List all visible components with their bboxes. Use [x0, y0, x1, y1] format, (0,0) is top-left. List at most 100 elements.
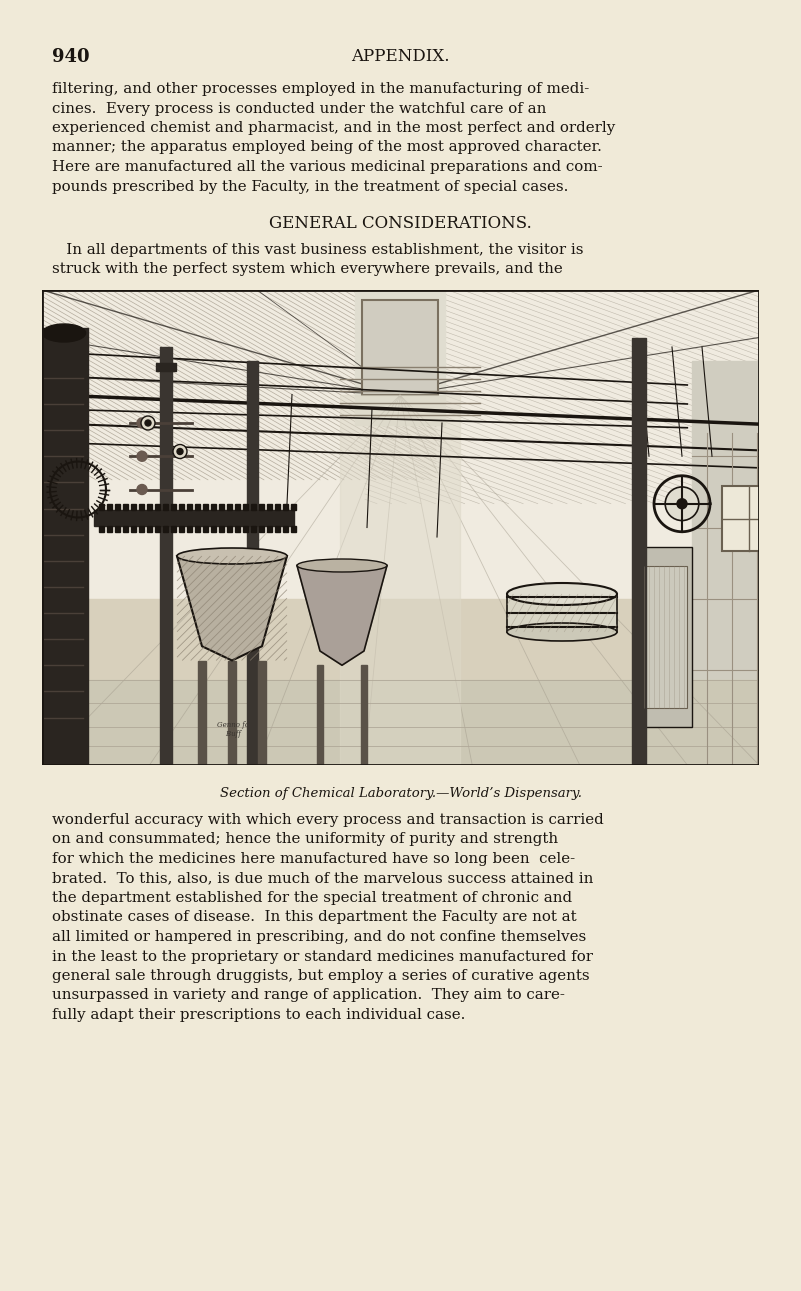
- Bar: [267, 503, 272, 510]
- Text: Section of Chemical Laboratory.—World’s Dispensary.: Section of Chemical Laboratory.—World’s …: [219, 788, 582, 800]
- Text: Genno fo
    Buff: Genno fo Buff: [217, 722, 249, 738]
- Bar: [163, 503, 168, 510]
- Bar: [291, 503, 296, 510]
- Circle shape: [677, 498, 687, 509]
- Bar: [195, 503, 200, 510]
- Circle shape: [137, 418, 147, 429]
- Bar: [160, 347, 172, 766]
- Bar: [198, 661, 206, 766]
- Bar: [267, 525, 272, 532]
- Bar: [195, 525, 200, 532]
- Circle shape: [137, 452, 147, 461]
- Bar: [275, 503, 280, 510]
- Bar: [203, 525, 208, 532]
- Text: GENERAL CONSIDERATIONS.: GENERAL CONSIDERATIONS.: [269, 216, 532, 232]
- Bar: [283, 525, 288, 532]
- Text: unsurpassed in variety and range of application.  They aim to care-: unsurpassed in variety and range of appl…: [52, 989, 565, 1003]
- Bar: [340, 395, 460, 766]
- Text: all limited or hampered in prescribing, and do not confine themselves: all limited or hampered in prescribing, …: [52, 930, 586, 944]
- Bar: [187, 525, 192, 532]
- Bar: [107, 503, 112, 510]
- Text: for which the medicines here manufactured have so long been  cele-: for which the medicines here manufacture…: [52, 852, 575, 866]
- Text: on and consummated; hence the uniformity of purity and strength: on and consummated; hence the uniformity…: [52, 833, 558, 847]
- Text: In all departments of this vast business establishment, the visitor is: In all departments of this vast business…: [52, 243, 584, 257]
- Text: in the least to the proprietary or standard medicines manufactured for: in the least to the proprietary or stand…: [52, 949, 593, 963]
- Text: 940: 940: [52, 48, 90, 66]
- Bar: [171, 525, 176, 532]
- Bar: [243, 525, 248, 532]
- Bar: [123, 503, 128, 510]
- Bar: [283, 503, 288, 510]
- Bar: [362, 300, 438, 395]
- Bar: [235, 503, 240, 510]
- Ellipse shape: [507, 624, 617, 642]
- Bar: [42, 328, 88, 766]
- Bar: [247, 361, 258, 766]
- Text: fully adapt their prescriptions to each individual case.: fully adapt their prescriptions to each …: [52, 1008, 465, 1022]
- Bar: [219, 503, 224, 510]
- Ellipse shape: [297, 559, 387, 572]
- Text: APPENDIX.: APPENDIX.: [352, 48, 449, 65]
- Bar: [42, 290, 759, 599]
- Bar: [156, 363, 176, 371]
- Ellipse shape: [507, 584, 617, 605]
- Circle shape: [141, 416, 155, 430]
- Bar: [171, 503, 176, 510]
- Circle shape: [145, 420, 151, 426]
- Circle shape: [177, 448, 183, 454]
- Text: obstinate cases of disease.  In this department the Faculty are not at: obstinate cases of disease. In this depa…: [52, 910, 577, 924]
- Bar: [42, 599, 759, 766]
- Bar: [361, 665, 367, 766]
- Text: filtering, and other processes employed in the manufacturing of medi-: filtering, and other processes employed …: [52, 83, 590, 96]
- Ellipse shape: [42, 324, 86, 342]
- Text: cines.  Every process is conducted under the watchful care of an: cines. Every process is conducted under …: [52, 102, 546, 115]
- Bar: [258, 661, 266, 766]
- Bar: [637, 546, 692, 727]
- Bar: [227, 525, 232, 532]
- Text: manner; the apparatus employed being of the most approved character.: manner; the apparatus employed being of …: [52, 141, 602, 155]
- Bar: [147, 525, 152, 532]
- Bar: [179, 525, 184, 532]
- Circle shape: [173, 444, 187, 458]
- Bar: [632, 337, 646, 766]
- Bar: [235, 525, 240, 532]
- Bar: [203, 503, 208, 510]
- Bar: [155, 503, 160, 510]
- Bar: [131, 503, 136, 510]
- Circle shape: [137, 484, 147, 494]
- Bar: [99, 525, 104, 532]
- Bar: [291, 525, 296, 532]
- Bar: [275, 525, 280, 532]
- Bar: [155, 525, 160, 532]
- Bar: [147, 503, 152, 510]
- Bar: [123, 525, 128, 532]
- Text: pounds prescribed by the Faculty, in the treatment of special cases.: pounds prescribed by the Faculty, in the…: [52, 179, 569, 194]
- Bar: [219, 525, 224, 532]
- Bar: [139, 503, 144, 510]
- Bar: [115, 503, 120, 510]
- Bar: [259, 503, 264, 510]
- Text: brated.  To this, also, is due much of the marvelous success attained in: brated. To this, also, is due much of th…: [52, 871, 594, 886]
- Text: experienced chemist and pharmacist, and in the most perfect and orderly: experienced chemist and pharmacist, and …: [52, 121, 615, 136]
- Bar: [163, 525, 168, 532]
- Bar: [94, 510, 294, 525]
- Text: wonderful accuracy with which every process and transaction is carried: wonderful accuracy with which every proc…: [52, 813, 604, 828]
- Bar: [251, 525, 256, 532]
- Bar: [243, 503, 248, 510]
- Bar: [115, 525, 120, 532]
- Bar: [317, 665, 323, 766]
- Text: the department established for the special treatment of chronic and: the department established for the speci…: [52, 891, 572, 905]
- Text: Here are manufactured all the various medicinal preparations and com-: Here are manufactured all the various me…: [52, 160, 602, 174]
- Bar: [228, 661, 236, 766]
- Bar: [722, 487, 777, 551]
- Bar: [211, 525, 216, 532]
- Text: general sale through druggists, but employ a series of curative agents: general sale through druggists, but empl…: [52, 970, 590, 982]
- Bar: [99, 503, 104, 510]
- Bar: [259, 525, 264, 532]
- Bar: [251, 503, 256, 510]
- Bar: [211, 503, 216, 510]
- Bar: [692, 361, 759, 766]
- Bar: [642, 565, 687, 707]
- Bar: [355, 276, 445, 425]
- Ellipse shape: [177, 547, 287, 564]
